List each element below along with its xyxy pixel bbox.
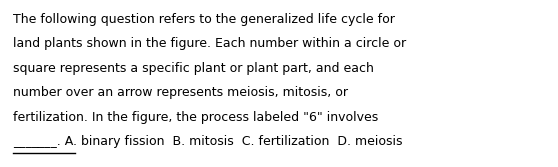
- Text: square represents a specific plant or plant part, and each: square represents a specific plant or pl…: [13, 62, 374, 75]
- Text: number over an arrow represents meiosis, mitosis, or: number over an arrow represents meiosis,…: [13, 87, 348, 100]
- Text: fertilization. In the figure, the process labeled "6" involves: fertilization. In the figure, the proces…: [13, 111, 378, 124]
- Text: land plants shown in the figure. Each number within a circle or: land plants shown in the figure. Each nu…: [13, 38, 406, 50]
- Text: The following question refers to the generalized life cycle for: The following question refers to the gen…: [13, 13, 395, 26]
- Text: _______. A. binary fission  B. mitosis  C. fertilization  D. meiosis: _______. A. binary fission B. mitosis C.…: [13, 135, 402, 148]
